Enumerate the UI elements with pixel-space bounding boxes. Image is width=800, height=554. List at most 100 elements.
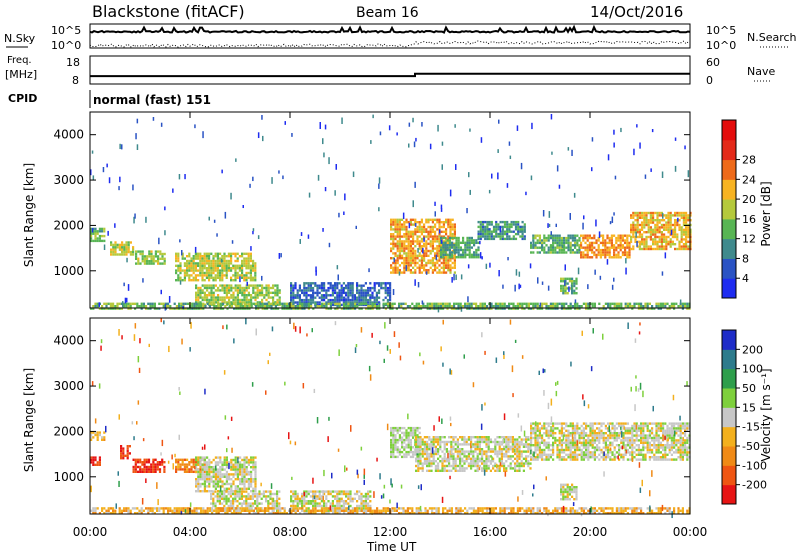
power-cell [215, 305, 218, 308]
power-cell [595, 253, 598, 257]
vel-cell [360, 497, 363, 500]
power-cell [636, 216, 639, 219]
power-cell [552, 251, 555, 254]
power-cell [434, 254, 437, 257]
vel-cell [227, 497, 230, 500]
power-cell [685, 214, 688, 217]
power-cell [448, 305, 451, 308]
power-scatter-cell [440, 208, 443, 212]
power-cell [387, 302, 390, 305]
vel-cell [92, 458, 95, 462]
power-cell [192, 279, 195, 282]
power-cell [401, 249, 404, 253]
power-cell [206, 294, 209, 297]
vel-cell [199, 473, 202, 476]
vel-cell [448, 436, 451, 439]
power-cell [285, 307, 288, 310]
power-cell [378, 305, 381, 308]
vel-cell [428, 455, 431, 458]
power-cell [516, 307, 519, 310]
vel-cell [485, 436, 488, 439]
power-cell [263, 286, 266, 290]
power-cell [582, 234, 585, 237]
power-cell [92, 232, 95, 235]
power-cell [567, 305, 570, 308]
vel-cell [318, 492, 321, 496]
power-cell [188, 259, 191, 263]
power-cell [204, 305, 207, 308]
power-cell [663, 233, 666, 236]
power-cell [380, 286, 383, 290]
vel-cell [243, 461, 246, 464]
vel-cell [439, 436, 442, 439]
power-cell [353, 298, 356, 302]
power-cell [521, 225, 524, 229]
power-cell [547, 251, 550, 254]
power-cell [127, 250, 130, 254]
power-cell [382, 298, 385, 302]
power-cell [409, 223, 412, 226]
vel-cell [467, 450, 470, 453]
power-cell [414, 269, 417, 272]
vel-cell [154, 470, 157, 473]
power-scatter-cell [437, 124, 439, 132]
power-cell [495, 232, 498, 236]
power-cell [560, 236, 563, 240]
vel-cell [340, 497, 343, 500]
power-cell [446, 302, 449, 305]
power-cell [236, 274, 239, 277]
power-cell [110, 253, 113, 256]
power-cell [234, 296, 237, 299]
power-cell [336, 307, 339, 310]
vel-cell [478, 464, 481, 468]
vel-cell [481, 440, 484, 444]
power-cell [294, 284, 297, 287]
noise-search-trace [89, 40, 691, 48]
vel-cell [197, 463, 200, 466]
power-cell [420, 271, 423, 274]
power-cell [230, 259, 233, 263]
vel-cell [210, 502, 213, 505]
power-cell [597, 253, 600, 257]
power-cell [252, 302, 255, 305]
vel-cell [252, 468, 255, 471]
power-cell [245, 294, 248, 297]
power-cell [307, 305, 310, 308]
power-cell [613, 302, 616, 305]
power-cell [407, 261, 410, 265]
vel-cell [163, 470, 166, 473]
power-cell [587, 302, 590, 305]
vel-cell [356, 492, 359, 496]
power-cell [657, 305, 660, 308]
vel-cell [203, 456, 206, 459]
vel-cell [450, 455, 453, 458]
vel-cell [474, 436, 477, 439]
vel-cell [414, 431, 417, 435]
vel-cell [409, 455, 412, 459]
vel-cell [96, 461, 99, 464]
vel-cell [307, 500, 310, 503]
vel-cell [225, 480, 228, 483]
vel-cell [232, 490, 235, 493]
vel-cell [251, 492, 254, 496]
power-cell [656, 216, 659, 219]
power-cell [647, 226, 650, 229]
power-cell [392, 240, 395, 243]
vel-cell [243, 473, 246, 476]
power-cell [652, 211, 655, 215]
power-cell [192, 264, 195, 267]
vel-cell [476, 464, 479, 468]
vel-cell [405, 438, 408, 442]
power-cell [414, 218, 417, 221]
power-scatter-cell [594, 269, 596, 275]
power-cell [457, 251, 460, 254]
vel-cell [262, 495, 265, 498]
vel-cell [221, 490, 224, 493]
power-cell [656, 243, 659, 246]
power-scatter-cell [107, 230, 109, 236]
power-cell [586, 239, 589, 242]
power-cell [560, 277, 563, 280]
power-scatter-cell [519, 284, 522, 288]
power-cell [632, 233, 635, 236]
power-cell [191, 302, 194, 305]
